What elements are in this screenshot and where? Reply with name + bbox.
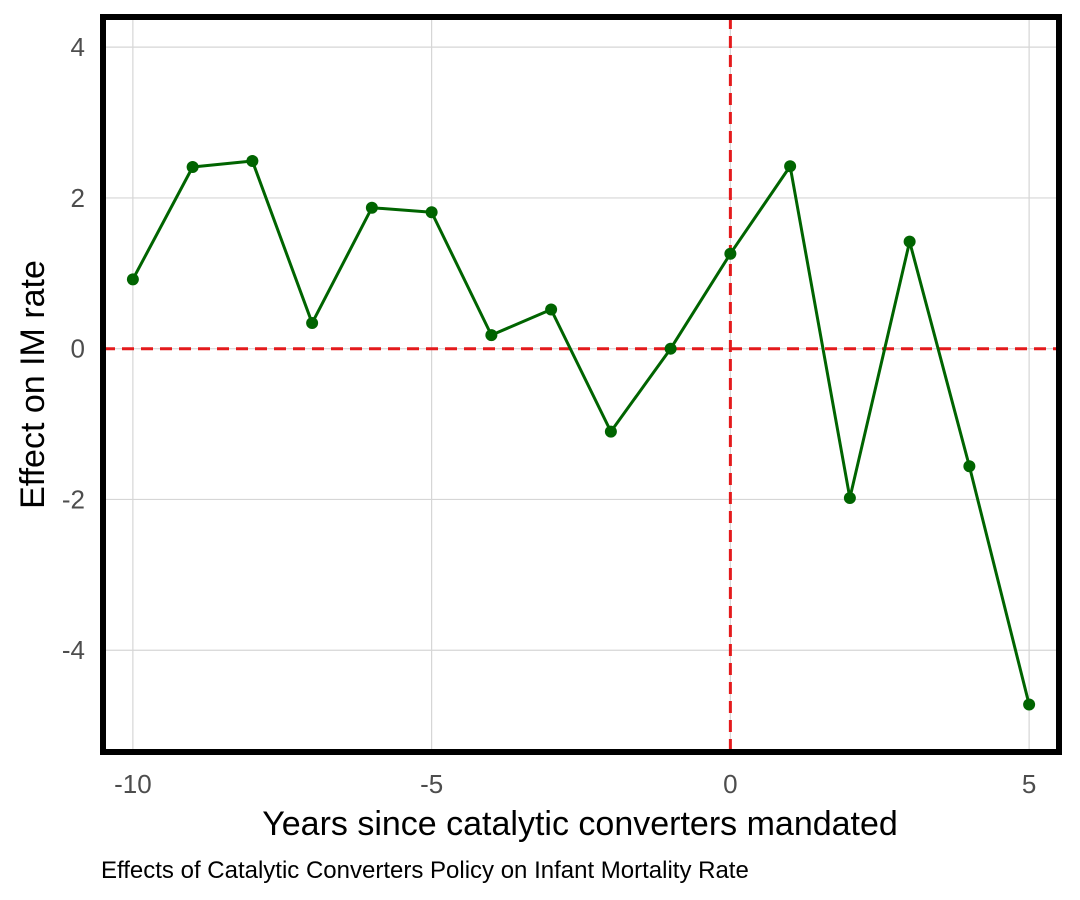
data-point	[724, 247, 737, 260]
x-axis-title: Years since catalytic converters mandate…	[262, 805, 898, 843]
x-tick-label: 0	[723, 769, 737, 799]
x-tick-label: -5	[420, 769, 443, 799]
data-point	[186, 161, 199, 174]
data-point	[784, 160, 797, 173]
data-point	[604, 425, 617, 438]
data-point	[545, 303, 558, 316]
grid-lines	[103, 17, 1059, 752]
y-tick-label: -2	[62, 484, 85, 514]
y-tick-label: 0	[71, 334, 85, 364]
data-point	[126, 273, 139, 286]
data-point	[306, 317, 319, 330]
data-point	[963, 460, 976, 473]
data-point	[903, 235, 916, 248]
data-point	[425, 206, 438, 219]
series-layer	[126, 154, 1036, 711]
x-tick-label: -10	[114, 769, 152, 799]
data-point	[1023, 698, 1036, 711]
x-tick-label: 5	[1022, 769, 1036, 799]
data-point	[664, 342, 677, 355]
y-tick-labels: -4 -2 0 2 4	[62, 32, 85, 665]
y-axis-title: Effect on IM rate	[14, 260, 52, 509]
chart-caption: Effects of Catalytic Converters Policy o…	[101, 857, 749, 884]
x-tick-labels: -10 -5 0 5	[114, 769, 1036, 799]
y-tick-label: -4	[62, 635, 85, 665]
data-point	[843, 491, 856, 504]
data-point	[365, 201, 378, 214]
reference-lines	[103, 17, 1059, 752]
y-tick-label: 2	[71, 183, 85, 213]
data-point	[246, 154, 259, 167]
y-tick-label: 4	[71, 32, 85, 62]
data-point	[485, 329, 498, 342]
panel-border	[100, 14, 1062, 755]
series-line	[131, 159, 1031, 705]
